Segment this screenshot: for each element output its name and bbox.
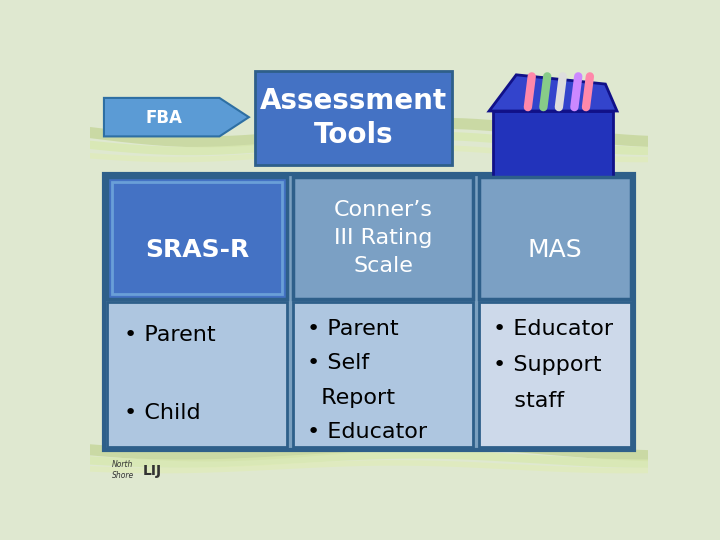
FancyBboxPatch shape [107, 302, 287, 447]
Text: SRAS-R: SRAS-R [145, 238, 249, 261]
FancyBboxPatch shape [107, 177, 287, 299]
Text: • Educator
• Support
   staff: • Educator • Support staff [493, 319, 613, 411]
Text: • Parent
• Self
  Report
• Educator: • Parent • Self Report • Educator [307, 319, 427, 442]
Text: North
Shore: North Shore [112, 460, 134, 480]
FancyBboxPatch shape [104, 174, 634, 450]
Text: FBA: FBA [145, 109, 182, 127]
FancyBboxPatch shape [493, 111, 613, 192]
Text: Conner’s
III Rating
Scale: Conner’s III Rating Scale [333, 200, 433, 276]
Text: LIJ: LIJ [143, 463, 162, 477]
Text: MAS: MAS [528, 238, 582, 261]
FancyBboxPatch shape [479, 302, 631, 447]
FancyBboxPatch shape [255, 71, 452, 165]
FancyBboxPatch shape [479, 177, 631, 299]
Text: Assessment
Tools: Assessment Tools [260, 86, 447, 149]
Polygon shape [104, 98, 249, 137]
Polygon shape [489, 75, 617, 111]
Text: • Parent

• Child: • Parent • Child [124, 325, 216, 423]
FancyBboxPatch shape [293, 177, 473, 299]
FancyBboxPatch shape [293, 302, 473, 447]
